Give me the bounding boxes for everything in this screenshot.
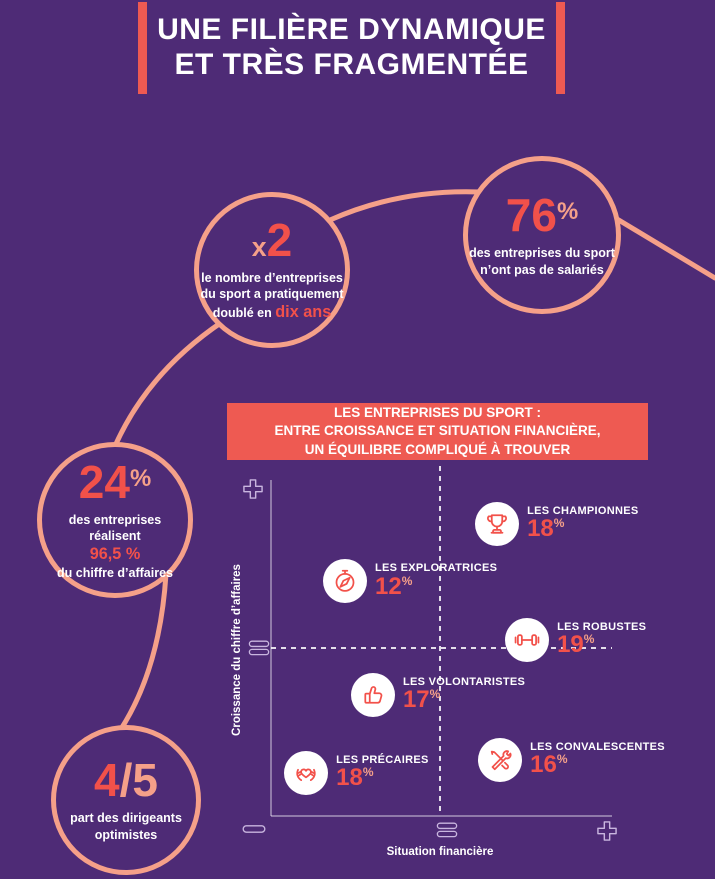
chart-point-meta: LES ROBUSTES 19% xyxy=(557,621,647,659)
chart-point-value: 18% xyxy=(527,515,565,543)
thumbs-up-icon xyxy=(350,673,395,718)
chart-point-meta: LES CHAMPIONNES 18% xyxy=(527,505,639,543)
chart-point-label: LES EXPLORATRICES xyxy=(374,562,498,575)
chart-point-les-volontaristes: LES VOLONTARISTES 17% xyxy=(350,673,526,718)
chart-point-value: 17% xyxy=(402,686,441,714)
chart-point-label: LES CONVALESCENTES xyxy=(530,741,665,754)
stat-description: des entreprises du sport n’ont pas de sa… xyxy=(469,246,615,277)
stat-value: 4/5 xyxy=(94,754,158,807)
chart-point-label: LES PRÉCAIRES xyxy=(336,754,429,767)
connector-x2-to-76 xyxy=(327,189,483,223)
compass-icon xyxy=(322,559,367,604)
chart-point-label: LES VOLONTARISTES xyxy=(402,676,526,689)
dumbbell-icon xyxy=(505,617,550,662)
chart-point-les-precaires: LES PRÉCAIRES 18% xyxy=(284,750,429,795)
stat-value: 76% xyxy=(505,189,579,242)
plus-icon xyxy=(597,821,618,842)
stat-bubble-multiplier: x2 le nombre d’entreprises du sport a pr… xyxy=(194,192,350,348)
chart-point-les-exploratrices: LES EXPLORATRICES 12% xyxy=(322,559,497,604)
title-line-1: UNE FILIÈRE DYNAMIQUE xyxy=(157,13,546,47)
equals-icon xyxy=(436,822,458,839)
minus-icon xyxy=(242,825,266,834)
chart-point-value: 18% xyxy=(336,764,374,792)
stat-description: des entreprises réalisent 96,5 % du chif… xyxy=(57,512,173,581)
hands-heart-icon xyxy=(284,750,329,795)
plus-icon xyxy=(243,479,264,500)
title-line-2: ET TRÈS FRAGMENTÉE xyxy=(174,48,529,81)
stat-value: x2 xyxy=(251,213,293,266)
connector-24-to-x2 xyxy=(112,319,225,449)
chart-point-meta: LES PRÉCAIRES 18% xyxy=(336,754,429,792)
page-title: UNE FILIÈRE DYNAMIQUE ET TRÈS FRAGMENTÉE xyxy=(147,2,556,94)
chart-title-banner: LES ENTREPRISES DU SPORT : ENTRE CROISSA… xyxy=(227,403,648,460)
chart-point-label: LES ROBUSTES xyxy=(557,621,647,634)
equals-icon xyxy=(248,640,270,657)
chart-point-meta: LES CONVALESCENTES 16% xyxy=(530,741,665,779)
page-title-block: UNE FILIÈRE DYNAMIQUE ET TRÈS FRAGMENTÉE xyxy=(138,2,565,94)
trophy-icon xyxy=(475,502,520,547)
stat-bubble-revenue: 24% des entreprises réalisent 96,5 % du … xyxy=(37,442,193,598)
chart-point-meta: LES VOLONTARISTES 17% xyxy=(402,676,526,714)
title-accent-bar-left xyxy=(138,2,147,94)
stat-bubble-no-employees: 76% des entreprises du sport n’ont pas d… xyxy=(463,156,621,314)
chart-point-les-convalescentes: LES CONVALESCENTES 16% xyxy=(478,737,665,782)
stat-description: part des dirigeants optimistes xyxy=(70,811,182,842)
title-accent-bar-right xyxy=(556,2,565,94)
chart-point-les-championnes: LES CHAMPIONNES 18% xyxy=(475,502,639,547)
plot-area: LES CHAMPIONNES 18% LES EXPLORATRICES 12% LE… xyxy=(271,480,665,816)
chart-point-value: 12% xyxy=(374,572,413,600)
stat-description: le nombre d’entreprises du sport a prati… xyxy=(200,270,344,322)
connector-76-to-edge xyxy=(609,213,715,281)
stat-value: 24% xyxy=(78,455,152,508)
chart-point-meta: LES EXPLORATRICES 12% xyxy=(375,563,497,599)
chart-point-value: 19% xyxy=(557,631,595,659)
stat-bubble-optimism: 4/5 part des dirigeants optimistes xyxy=(51,725,201,875)
chart-point-label: LES CHAMPIONNES xyxy=(527,505,639,518)
connector-24-to-45 xyxy=(118,571,169,732)
y-axis-label: Croissance du chiffre d’affaires xyxy=(231,564,243,736)
x-axis-label: Situation financière xyxy=(386,846,494,858)
tools-icon xyxy=(478,737,523,782)
chart-point-value: 16% xyxy=(530,751,568,779)
chart-point-les-robustes: LES ROBUSTES 19% xyxy=(505,617,647,662)
